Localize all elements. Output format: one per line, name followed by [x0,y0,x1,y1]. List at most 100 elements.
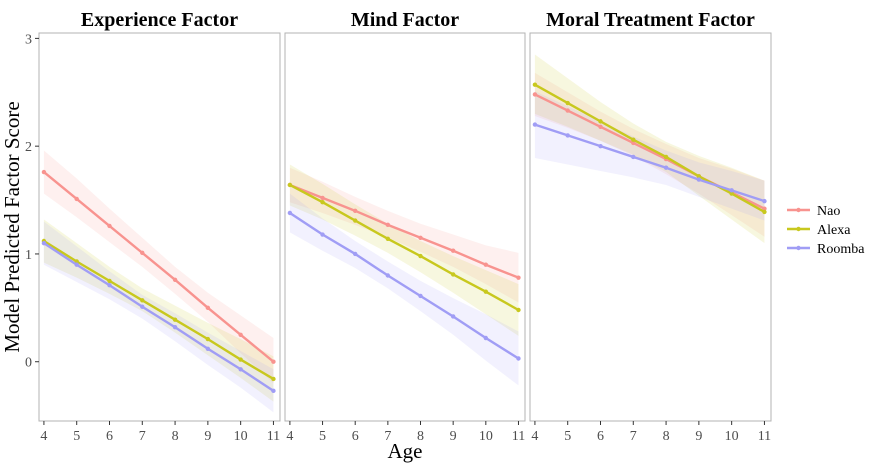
line-roomba [289,211,520,360]
line-roomba [534,123,765,203]
y-axis-title: Model Predicted Factor Score [0,101,24,352]
x-tick-label: 10 [479,429,493,444]
point-roomba [238,367,243,372]
point-roomba [598,143,603,149]
line-nao [289,183,519,279]
x-tick-label: 5 [319,429,326,444]
x-tick-label: 5 [564,429,571,444]
x-tick-label: 11 [758,429,771,444]
x-tick-label: 7 [139,429,146,444]
point-roomba [140,304,145,309]
line-alexa [43,239,275,380]
point-alexa [238,357,243,362]
point-alexa [107,278,112,284]
x-tick-label: 8 [417,429,424,444]
x-tick-label: 10 [234,429,248,444]
point-nao [41,169,47,175]
legend-key-point [796,226,801,232]
x-tick-label: 5 [73,429,80,444]
line-alexa [534,83,766,213]
x-tick-label: 7 [384,429,391,444]
point-alexa [385,236,391,242]
x-tick-label: 6 [352,429,359,444]
line-alexa [289,183,520,312]
point-alexa [418,253,423,259]
point-roomba [631,154,636,160]
point-roomba [172,325,178,330]
point-roomba [565,133,570,138]
point-roomba [271,388,276,394]
legend-label-alexa: Alexa [817,223,851,238]
point-nao [271,359,276,364]
y-tick-label: 2 [25,140,32,155]
x-tick-label: 9 [695,429,702,444]
point-roomba [663,165,669,170]
panel-3: Moral Treatment Factor 4 5 6 7 8 9 10 11 [529,9,772,444]
ribbon-nao [534,72,765,237]
point-alexa [483,289,489,294]
point-roomba [418,293,423,299]
point-alexa [450,272,456,277]
panel-frame [284,32,526,422]
point-nao [598,124,603,129]
point-roomba [762,198,767,204]
x-tick-label: 6 [106,429,113,444]
point-nao [107,223,112,229]
legend: Nao Alexa Roomba [787,204,865,257]
x-tick-label: 10 [725,429,739,444]
point-roomba [516,356,521,361]
point-alexa [172,317,178,322]
point-alexa [598,119,603,124]
x-tick-label: 8 [663,429,670,444]
panel-title: Mind Factor [351,9,459,31]
legend-label-roomba: Roomba [817,242,865,257]
point-alexa [762,209,767,215]
panel-title: Experience Factor [81,9,238,31]
point-alexa [663,154,669,160]
point-nao [353,208,358,214]
point-roomba [483,335,489,341]
y-tick-label: 1 [25,248,32,263]
x-tick-label: 9 [450,429,457,444]
x-tick-label: 4 [531,429,538,444]
point-roomba [205,346,211,351]
point-alexa [631,137,636,142]
x-tick-label: 6 [597,429,604,444]
x-tick-label: 7 [630,429,637,444]
point-roomba [320,232,325,237]
point-roomba [696,177,702,182]
point-alexa [271,376,276,382]
ribbon-roomba [289,193,519,386]
point-alexa [516,307,521,313]
panel-frame [38,32,281,422]
point-roomba [41,240,47,246]
x-tick-label: 8 [172,429,179,444]
x-tick-label: 11 [267,429,280,444]
point-nao [205,305,211,311]
point-roomba [353,251,358,257]
legend-key-point [796,245,801,251]
point-alexa [140,298,145,303]
point-nao [565,108,570,113]
point-nao [140,250,145,256]
point-nao [483,262,489,267]
x-tick-label: 4 [40,429,47,444]
panel-1: Experience Factor 4 5 6 7 8 9 10 11 0 1 2 3 [25,9,281,444]
panel-2: Mind Factor 4 5 6 7 8 9 10 11 [284,9,526,444]
y-tick-label: 3 [25,32,32,47]
point-alexa [287,182,293,188]
point-nao [172,277,178,283]
point-nao [516,275,521,280]
point-alexa [353,218,358,223]
point-roomba [287,210,293,216]
y-tick-label: 0 [25,356,32,371]
point-nao [320,195,325,201]
point-roomba [107,283,112,288]
point-alexa [696,174,702,179]
point-alexa [532,82,538,87]
point-nao [631,140,636,146]
point-roomba [450,314,456,319]
x-axis-title: Age [388,439,423,463]
panel-frame [529,32,772,422]
point-nao [74,196,79,202]
